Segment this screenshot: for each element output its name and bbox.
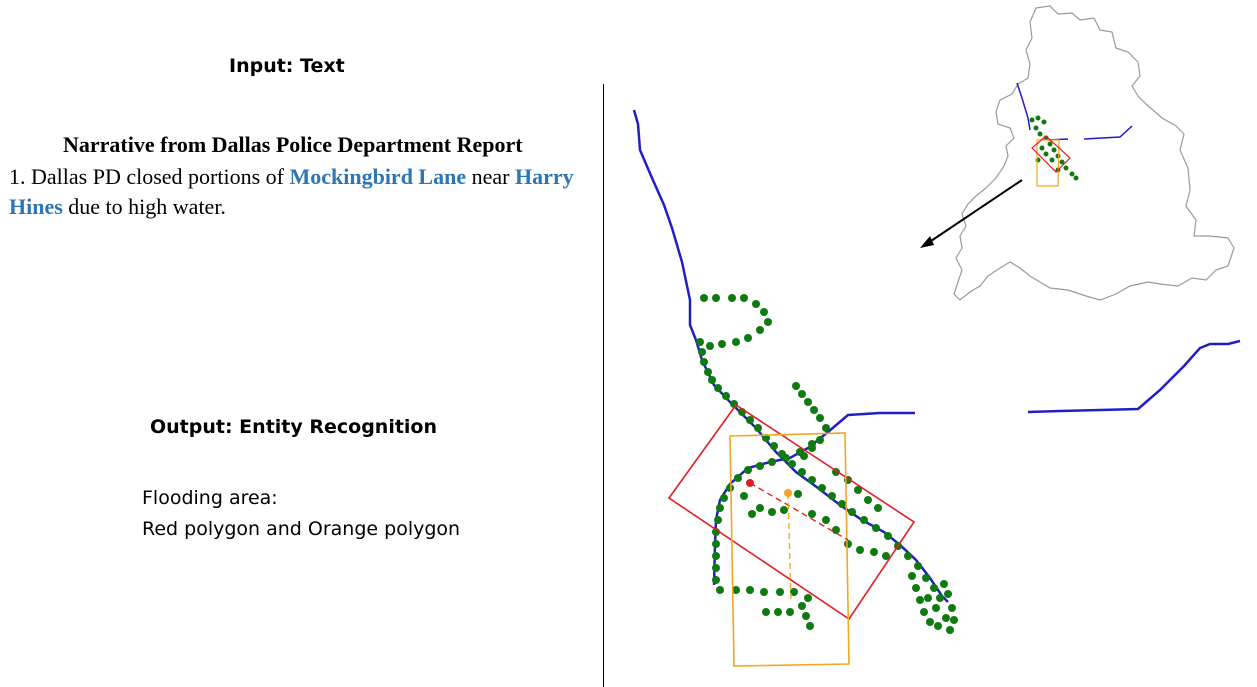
narrative-text: 1. Dallas PD closed portions of Mockingb… bbox=[9, 162, 599, 222]
inset-red-polygon bbox=[1031, 135, 1071, 173]
orange-centerline bbox=[787, 492, 792, 601]
red-flood-polygon bbox=[667, 403, 916, 621]
inset-orange-polygon bbox=[1036, 139, 1060, 187]
zoom-arrow-line bbox=[927, 179, 1023, 244]
road-east-segment bbox=[1027, 339, 1241, 414]
input-heading: Input: Text bbox=[229, 55, 345, 77]
flooding-area-value: Red polygon and Orange polygon bbox=[142, 518, 461, 540]
entity-mockingbird-lane: Mockingbird Lane bbox=[289, 164, 467, 189]
city-outline-inset bbox=[953, 5, 1235, 301]
flooding-area-label: Flooding area: bbox=[142, 487, 278, 509]
section-divider bbox=[603, 84, 604, 687]
narrative-middle: near bbox=[466, 164, 515, 189]
narrative-suffix: due to high water. bbox=[62, 194, 226, 219]
report-points bbox=[696, 294, 958, 634]
narrative-title: Narrative from Dallas Police Department … bbox=[63, 132, 523, 157]
orange-flood-polygon bbox=[729, 432, 850, 667]
inset-points bbox=[1029, 115, 1079, 181]
red-center-marker bbox=[746, 479, 754, 487]
entity-harry-hines: Harry Hines bbox=[9, 164, 574, 219]
inset-road-north bbox=[1016, 82, 1031, 131]
road-harry-hines bbox=[632, 109, 949, 603]
result-block: Flooding area: Red polygon and Orange po… bbox=[142, 483, 460, 545]
orange-center-marker bbox=[784, 489, 792, 497]
output-heading: Output: Entity Recognition bbox=[150, 416, 438, 438]
inset-road-east bbox=[1047, 125, 1133, 141]
narrative-prefix: 1. Dallas PD closed portions of bbox=[9, 164, 290, 189]
red-centerline bbox=[749, 482, 849, 541]
zoom-arrowhead-icon bbox=[920, 236, 934, 248]
